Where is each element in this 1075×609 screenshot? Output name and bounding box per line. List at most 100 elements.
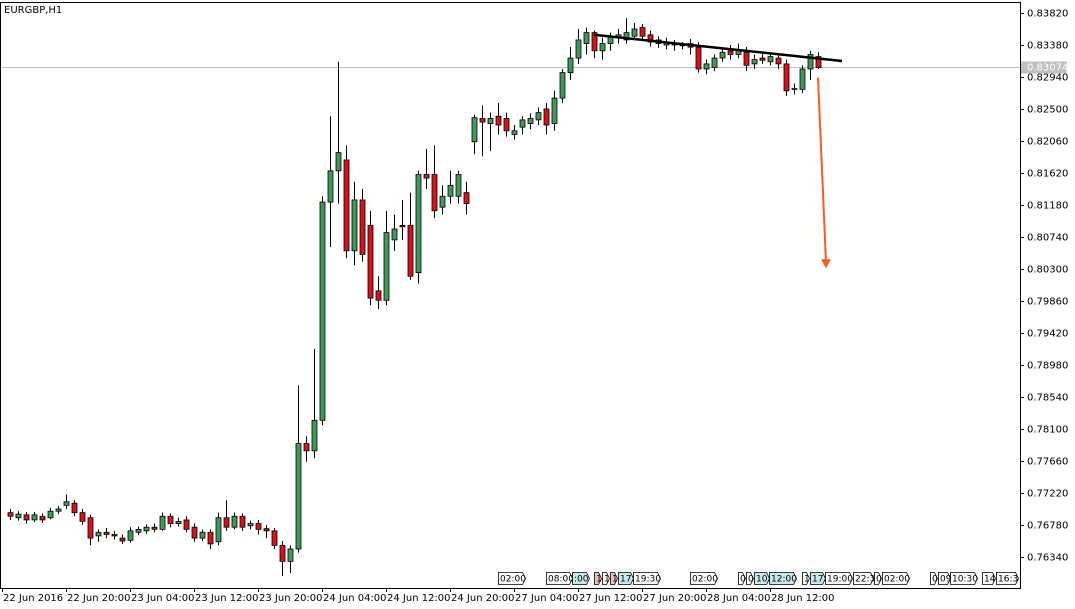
candle-body xyxy=(479,118,486,123)
arrow-shaft xyxy=(817,77,827,263)
time-marker-box xyxy=(810,572,826,585)
time-marker-label: 10: xyxy=(756,575,770,585)
candle-body xyxy=(39,515,46,521)
time-marker-label: 12:00 xyxy=(771,575,797,585)
x-tick-label: 23 Jun 04:00 xyxy=(131,593,195,604)
candle-body xyxy=(759,57,766,61)
time-marker-label: 02:00 xyxy=(884,575,910,585)
y-tick-label: 0.79420 xyxy=(1027,329,1068,340)
candle-body xyxy=(647,34,654,43)
candle-body xyxy=(247,523,254,527)
candle-body xyxy=(151,526,158,530)
y-tick-label: 0.82940 xyxy=(1027,73,1068,84)
candle-body xyxy=(239,515,246,528)
candle-body xyxy=(583,32,590,44)
candle-body xyxy=(199,531,206,539)
candle-body xyxy=(535,112,542,121)
candle-body xyxy=(423,174,430,179)
candle-body xyxy=(31,514,38,521)
candle-body xyxy=(463,192,470,204)
candle-body xyxy=(447,184,454,197)
candle-body xyxy=(375,290,382,301)
candle-body xyxy=(47,510,54,519)
candle-body xyxy=(711,57,718,68)
y-tick-label: 0.83380 xyxy=(1027,41,1068,52)
candle-body xyxy=(623,32,630,41)
time-marker-label: 02:00 xyxy=(500,575,526,585)
candle-body xyxy=(367,224,374,299)
x-tick-label: 22 Jun 20:00 xyxy=(67,593,131,604)
time-marker-box xyxy=(594,572,602,585)
candle-body xyxy=(119,537,126,542)
time-marker-box xyxy=(882,572,910,585)
candle-body xyxy=(543,108,550,126)
candle-body xyxy=(319,201,326,421)
candle-body xyxy=(815,56,822,68)
candle-body xyxy=(703,63,710,70)
x-tick-label: 24 Jun 12:00 xyxy=(387,593,451,604)
y-tick-label: 0.77660 xyxy=(1027,457,1068,468)
candle-body xyxy=(295,443,302,550)
candle-body xyxy=(519,119,526,128)
time-marker-label: 16:3 xyxy=(998,575,1018,585)
candle-body xyxy=(279,544,286,562)
candle-body xyxy=(215,517,222,543)
candle-body xyxy=(407,224,414,277)
candle-body xyxy=(567,57,574,74)
candle-body xyxy=(183,519,190,530)
candle-body xyxy=(127,530,134,541)
time-marker-label: 1 xyxy=(612,575,618,585)
y-tick-label: 0.83820 xyxy=(1027,9,1068,20)
time-marker-label: 09 xyxy=(940,575,952,585)
candle-body xyxy=(7,512,14,517)
time-marker-box xyxy=(746,572,754,585)
x-tick-label: 27 Jun 04:00 xyxy=(515,593,579,604)
candle-body xyxy=(111,534,118,537)
candle-body xyxy=(591,32,598,52)
time-marker-box xyxy=(853,572,874,585)
candle-body xyxy=(223,517,230,528)
time-marker-box xyxy=(982,572,996,585)
time-marker-label: 22:3 xyxy=(855,575,875,585)
time-marker-label: 08:00 xyxy=(548,575,574,585)
candle-body xyxy=(95,531,102,537)
candle-body xyxy=(783,63,790,92)
y-tick-label: 0.78540 xyxy=(1027,393,1068,404)
x-tick-label: 23 Jun 20:00 xyxy=(259,593,323,604)
time-marker-label: 0 xyxy=(876,575,882,585)
x-tick-label: 24 Jun 20:00 xyxy=(451,593,515,604)
candle-body xyxy=(159,515,166,530)
candle-body xyxy=(255,523,262,530)
candle-body xyxy=(79,512,86,522)
candle-body xyxy=(271,530,278,546)
candle-body xyxy=(167,515,174,524)
time-marker-box xyxy=(996,572,1019,585)
time-marker-box xyxy=(546,572,573,585)
time-marker-label: 0 xyxy=(932,575,938,585)
time-marker-box xyxy=(618,572,634,585)
candle-body xyxy=(391,228,398,241)
x-tick-label: 22 Jun 2016 xyxy=(3,593,63,604)
time-marker-box xyxy=(769,572,797,585)
candle-body xyxy=(303,443,310,452)
candle-body xyxy=(191,526,198,539)
time-marker-box xyxy=(874,572,882,585)
time-marker-box xyxy=(498,572,526,585)
y-tick-label: 0.76340 xyxy=(1027,553,1068,564)
time-marker-box xyxy=(950,572,978,585)
x-tick-label: 27 Jun 20:00 xyxy=(643,593,707,604)
candle-body xyxy=(599,43,606,52)
time-marker-label: 17: xyxy=(620,575,634,585)
candle-body xyxy=(143,526,150,532)
time-marker-label: 17: xyxy=(812,575,826,585)
time-marker-box xyxy=(633,572,661,585)
candle-body xyxy=(55,508,62,512)
candle-body xyxy=(695,46,702,70)
candle-body xyxy=(431,174,438,212)
chart-title: EURGBP,H1 xyxy=(4,5,62,16)
candle-body xyxy=(87,517,94,539)
candle-body xyxy=(471,117,478,143)
time-marker-box xyxy=(572,572,590,585)
time-marker-label: 0 xyxy=(740,575,746,585)
trend-line xyxy=(593,33,843,63)
